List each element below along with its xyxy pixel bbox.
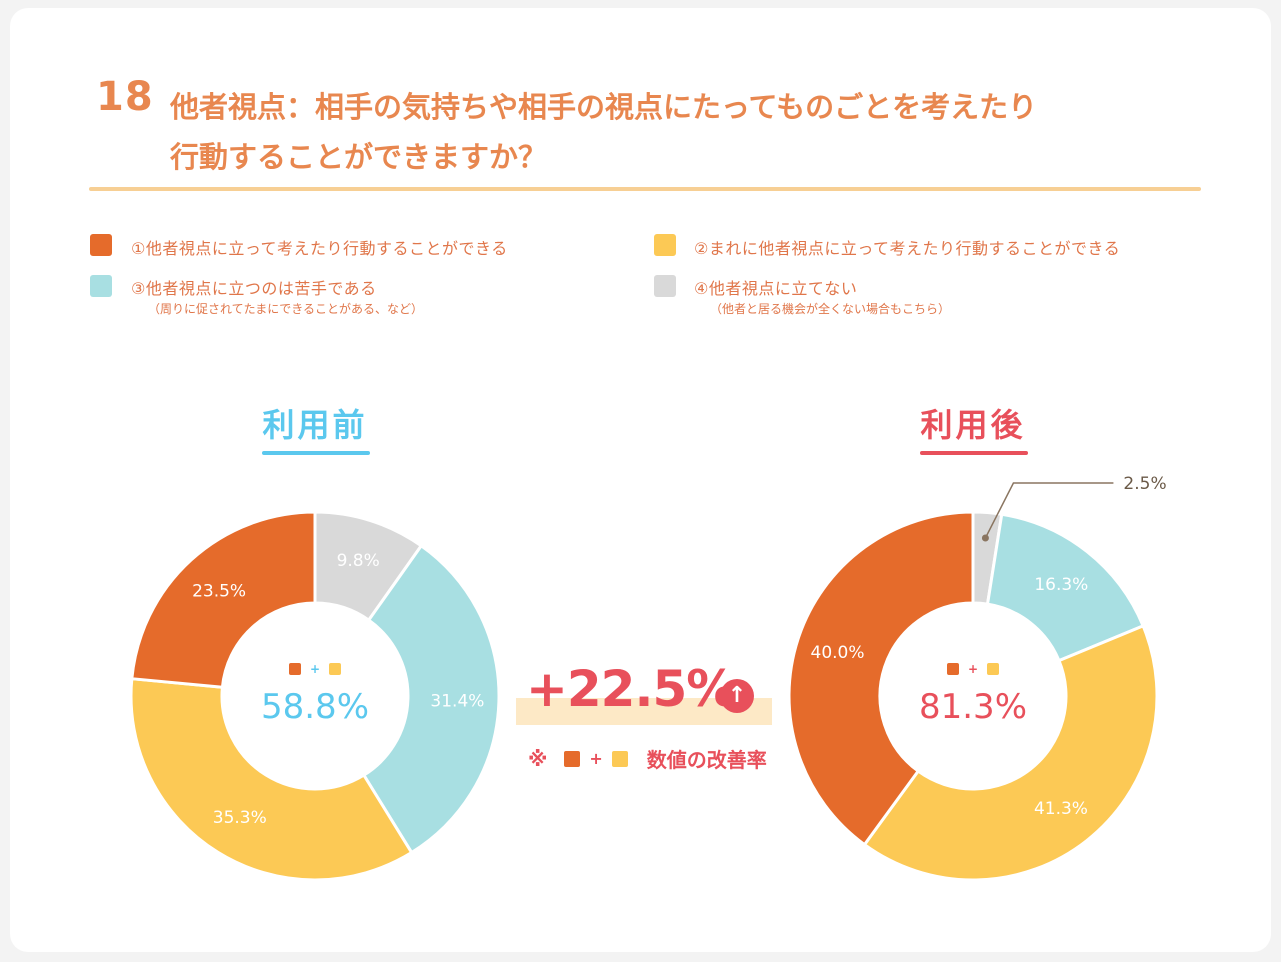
chart-title-before-underline — [262, 451, 370, 455]
note-swatch-1 — [564, 750, 581, 767]
chart-title-after: 利用後 — [920, 406, 1026, 444]
question-line-1: 他者視点：相手の気持ちや相手の視点にたってものごとを考えたり — [170, 90, 1038, 124]
note-mark: ※ — [528, 746, 548, 771]
legend-swatch-1 — [90, 234, 112, 256]
slice-before-3 — [362, 544, 501, 855]
slice-after-1 — [787, 510, 975, 847]
note-plus: + — [589, 749, 603, 768]
legend-swatch-3 — [90, 275, 112, 297]
legend-label-2: ②まれに他者視点に立って考えたり行動することができる — [694, 239, 1121, 258]
center-swatch-1 — [947, 663, 959, 675]
title-divider — [89, 187, 1201, 191]
slice-label-after-1: 40.0% — [811, 643, 865, 663]
slice-label-before-3: 31.4% — [430, 691, 484, 711]
legend-label-3: ③他者視点に立つのは苦手である — [131, 279, 377, 298]
chart-title-after-underline — [920, 451, 1028, 455]
legend-swatch-4 — [654, 275, 676, 297]
center-swatch-2 — [329, 663, 341, 675]
improvement-note: ※ + 数値の改善率 — [528, 744, 767, 773]
slice-label-after-2: 41.3% — [1034, 799, 1088, 819]
note-swatch-2 — [611, 750, 628, 767]
legend-label-4: ④他者視点に立てない — [694, 279, 858, 298]
slice-after-3 — [986, 512, 1145, 663]
slice-after-2 — [862, 624, 1159, 882]
note-text: 数値の改善率 — [646, 748, 767, 772]
center-value: 81.3% — [919, 687, 1027, 727]
center-plus: + — [968, 662, 978, 676]
slice-label-after-3: 16.3% — [1034, 575, 1088, 595]
legend-swatch-2 — [654, 234, 676, 256]
question-text: 他者視点：相手の気持ちや相手の視点にたってものごとを考えたり 行動することができ… — [170, 82, 1170, 182]
improvement-value: +22.5% — [526, 660, 736, 718]
callout-line — [984, 482, 1114, 539]
slice-label-before-2: 35.3% — [213, 808, 267, 828]
chart-title-before: 利用前 — [262, 406, 368, 444]
legend-label-1: ①他者視点に立って考えたり行動することができる — [131, 239, 508, 258]
arrow-up-icon: ↑ — [720, 679, 754, 713]
slice-label-after-4: 2.5% — [1123, 474, 1166, 494]
slice-before-1 — [130, 510, 317, 689]
center-value: 58.8% — [261, 687, 369, 727]
slice-before-2 — [129, 677, 414, 882]
donut-chart-before: 9.8% 31.4% 35.3% 23.5% +58.8% — [129, 510, 501, 882]
question-line-2: 行動することができますか？ — [170, 140, 548, 174]
legend-note-3: （周りに促されてたまにできることがある、など） — [148, 302, 424, 316]
question-number: 18 — [96, 74, 154, 120]
center-swatch-1 — [289, 663, 301, 675]
slice-label-before-1: 23.5% — [192, 582, 246, 602]
donut-chart-after: 2.5% 16.3% 41.3% 40.0% +81.3% — [787, 474, 1167, 882]
slice-label-before-4: 9.8% — [337, 551, 380, 571]
center-swatch-2 — [987, 663, 999, 675]
legend-note-4: （他者と居る機会が全くない場合もこちら） — [710, 302, 951, 316]
center-plus: + — [310, 662, 320, 676]
